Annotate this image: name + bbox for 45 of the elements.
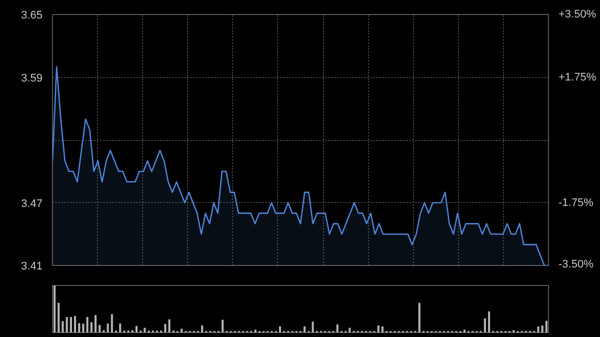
y2-tick-label: -1.75% bbox=[558, 196, 594, 209]
bar bbox=[86, 316, 88, 332]
bar bbox=[222, 320, 224, 332]
bar bbox=[278, 326, 282, 332]
y-tick-label: 3.65 bbox=[21, 10, 43, 22]
bar bbox=[136, 326, 138, 332]
bar bbox=[381, 326, 384, 332]
bar bbox=[62, 321, 64, 332]
bar bbox=[254, 330, 256, 332]
y2-tick-label: +3.50% bbox=[558, 8, 596, 20]
bar bbox=[463, 330, 466, 332]
bar bbox=[78, 323, 80, 332]
bar bbox=[537, 326, 540, 332]
bar bbox=[144, 328, 146, 332]
bar bbox=[74, 316, 76, 332]
bar bbox=[70, 316, 72, 332]
bar bbox=[488, 311, 490, 332]
bar bbox=[201, 325, 204, 332]
bar bbox=[110, 314, 113, 332]
y-tick-label: 3.59 bbox=[21, 72, 43, 84]
bar bbox=[66, 316, 68, 332]
bar bbox=[82, 324, 84, 332]
y-tick-label: 3.47 bbox=[21, 198, 43, 210]
bar bbox=[418, 302, 420, 332]
bar bbox=[94, 315, 97, 332]
bar bbox=[106, 324, 109, 332]
bar bbox=[541, 325, 544, 332]
bar bbox=[98, 324, 101, 332]
bar bbox=[90, 322, 92, 332]
bar bbox=[54, 286, 56, 332]
y-tick-label: 3.41 bbox=[21, 260, 43, 272]
bar bbox=[119, 324, 122, 332]
bar bbox=[377, 325, 380, 332]
bar bbox=[304, 326, 306, 332]
bar bbox=[545, 320, 548, 332]
bar bbox=[180, 328, 183, 332]
bar bbox=[348, 328, 351, 332]
bar bbox=[58, 302, 60, 332]
bar bbox=[484, 318, 486, 332]
bar bbox=[336, 324, 338, 332]
bar bbox=[312, 322, 314, 332]
bar bbox=[164, 324, 166, 332]
bar bbox=[168, 319, 170, 332]
y2-tick-label: +1.75% bbox=[558, 71, 596, 84]
y2-tick-label: -3.50% bbox=[558, 258, 594, 270]
